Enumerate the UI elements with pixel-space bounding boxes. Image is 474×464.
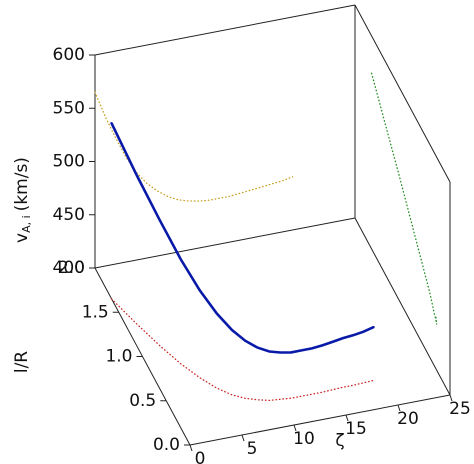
y-tick-label: 2.0 (58, 258, 85, 278)
back-projection (94, 91, 294, 202)
z-tick-label: 550 (53, 98, 85, 118)
y-tick-label: 1.0 (105, 347, 132, 367)
x-tick (241, 434, 245, 442)
x-tick (189, 444, 193, 452)
x-tick-label: 10 (293, 429, 315, 449)
x-tick (397, 404, 401, 412)
x-tick-label: 20 (397, 409, 419, 429)
floor-projection (110, 298, 375, 402)
y-axis-title: l/R (12, 351, 32, 373)
x-tick-label: 5 (247, 439, 258, 459)
x-tick (293, 424, 297, 432)
frame-edge (354, 217, 451, 396)
y-tick-label: 0.0 (153, 435, 180, 455)
z-tick-label: 400 (53, 258, 85, 278)
z-tick-label: 600 (53, 45, 85, 65)
frame-edge (94, 217, 356, 269)
frame-edge (354, 4, 451, 183)
z-axis-title: vA, i (km/s) (12, 157, 33, 243)
z-axis-subscript: A, i (20, 215, 33, 233)
y-tick-label: 0.5 (129, 391, 156, 411)
x-tick-label: 25 (449, 399, 471, 419)
x-tick (449, 394, 453, 402)
z-axis-symbol: v (12, 233, 32, 243)
z-tick-label: 500 (53, 152, 85, 172)
x-tick (345, 414, 349, 422)
frame-edge (94, 4, 356, 56)
frame-edge (189, 394, 451, 446)
x-axis-title: ζ (335, 431, 344, 451)
x-tick-label: 0 (195, 449, 206, 464)
y-tick-label: 1.5 (82, 302, 109, 322)
z-axis-unit: (km/s) (12, 157, 32, 211)
x-tick-label: 15 (345, 419, 367, 439)
side-projection (370, 72, 438, 325)
z-tick-label: 450 (53, 205, 85, 225)
curve (110, 122, 375, 354)
